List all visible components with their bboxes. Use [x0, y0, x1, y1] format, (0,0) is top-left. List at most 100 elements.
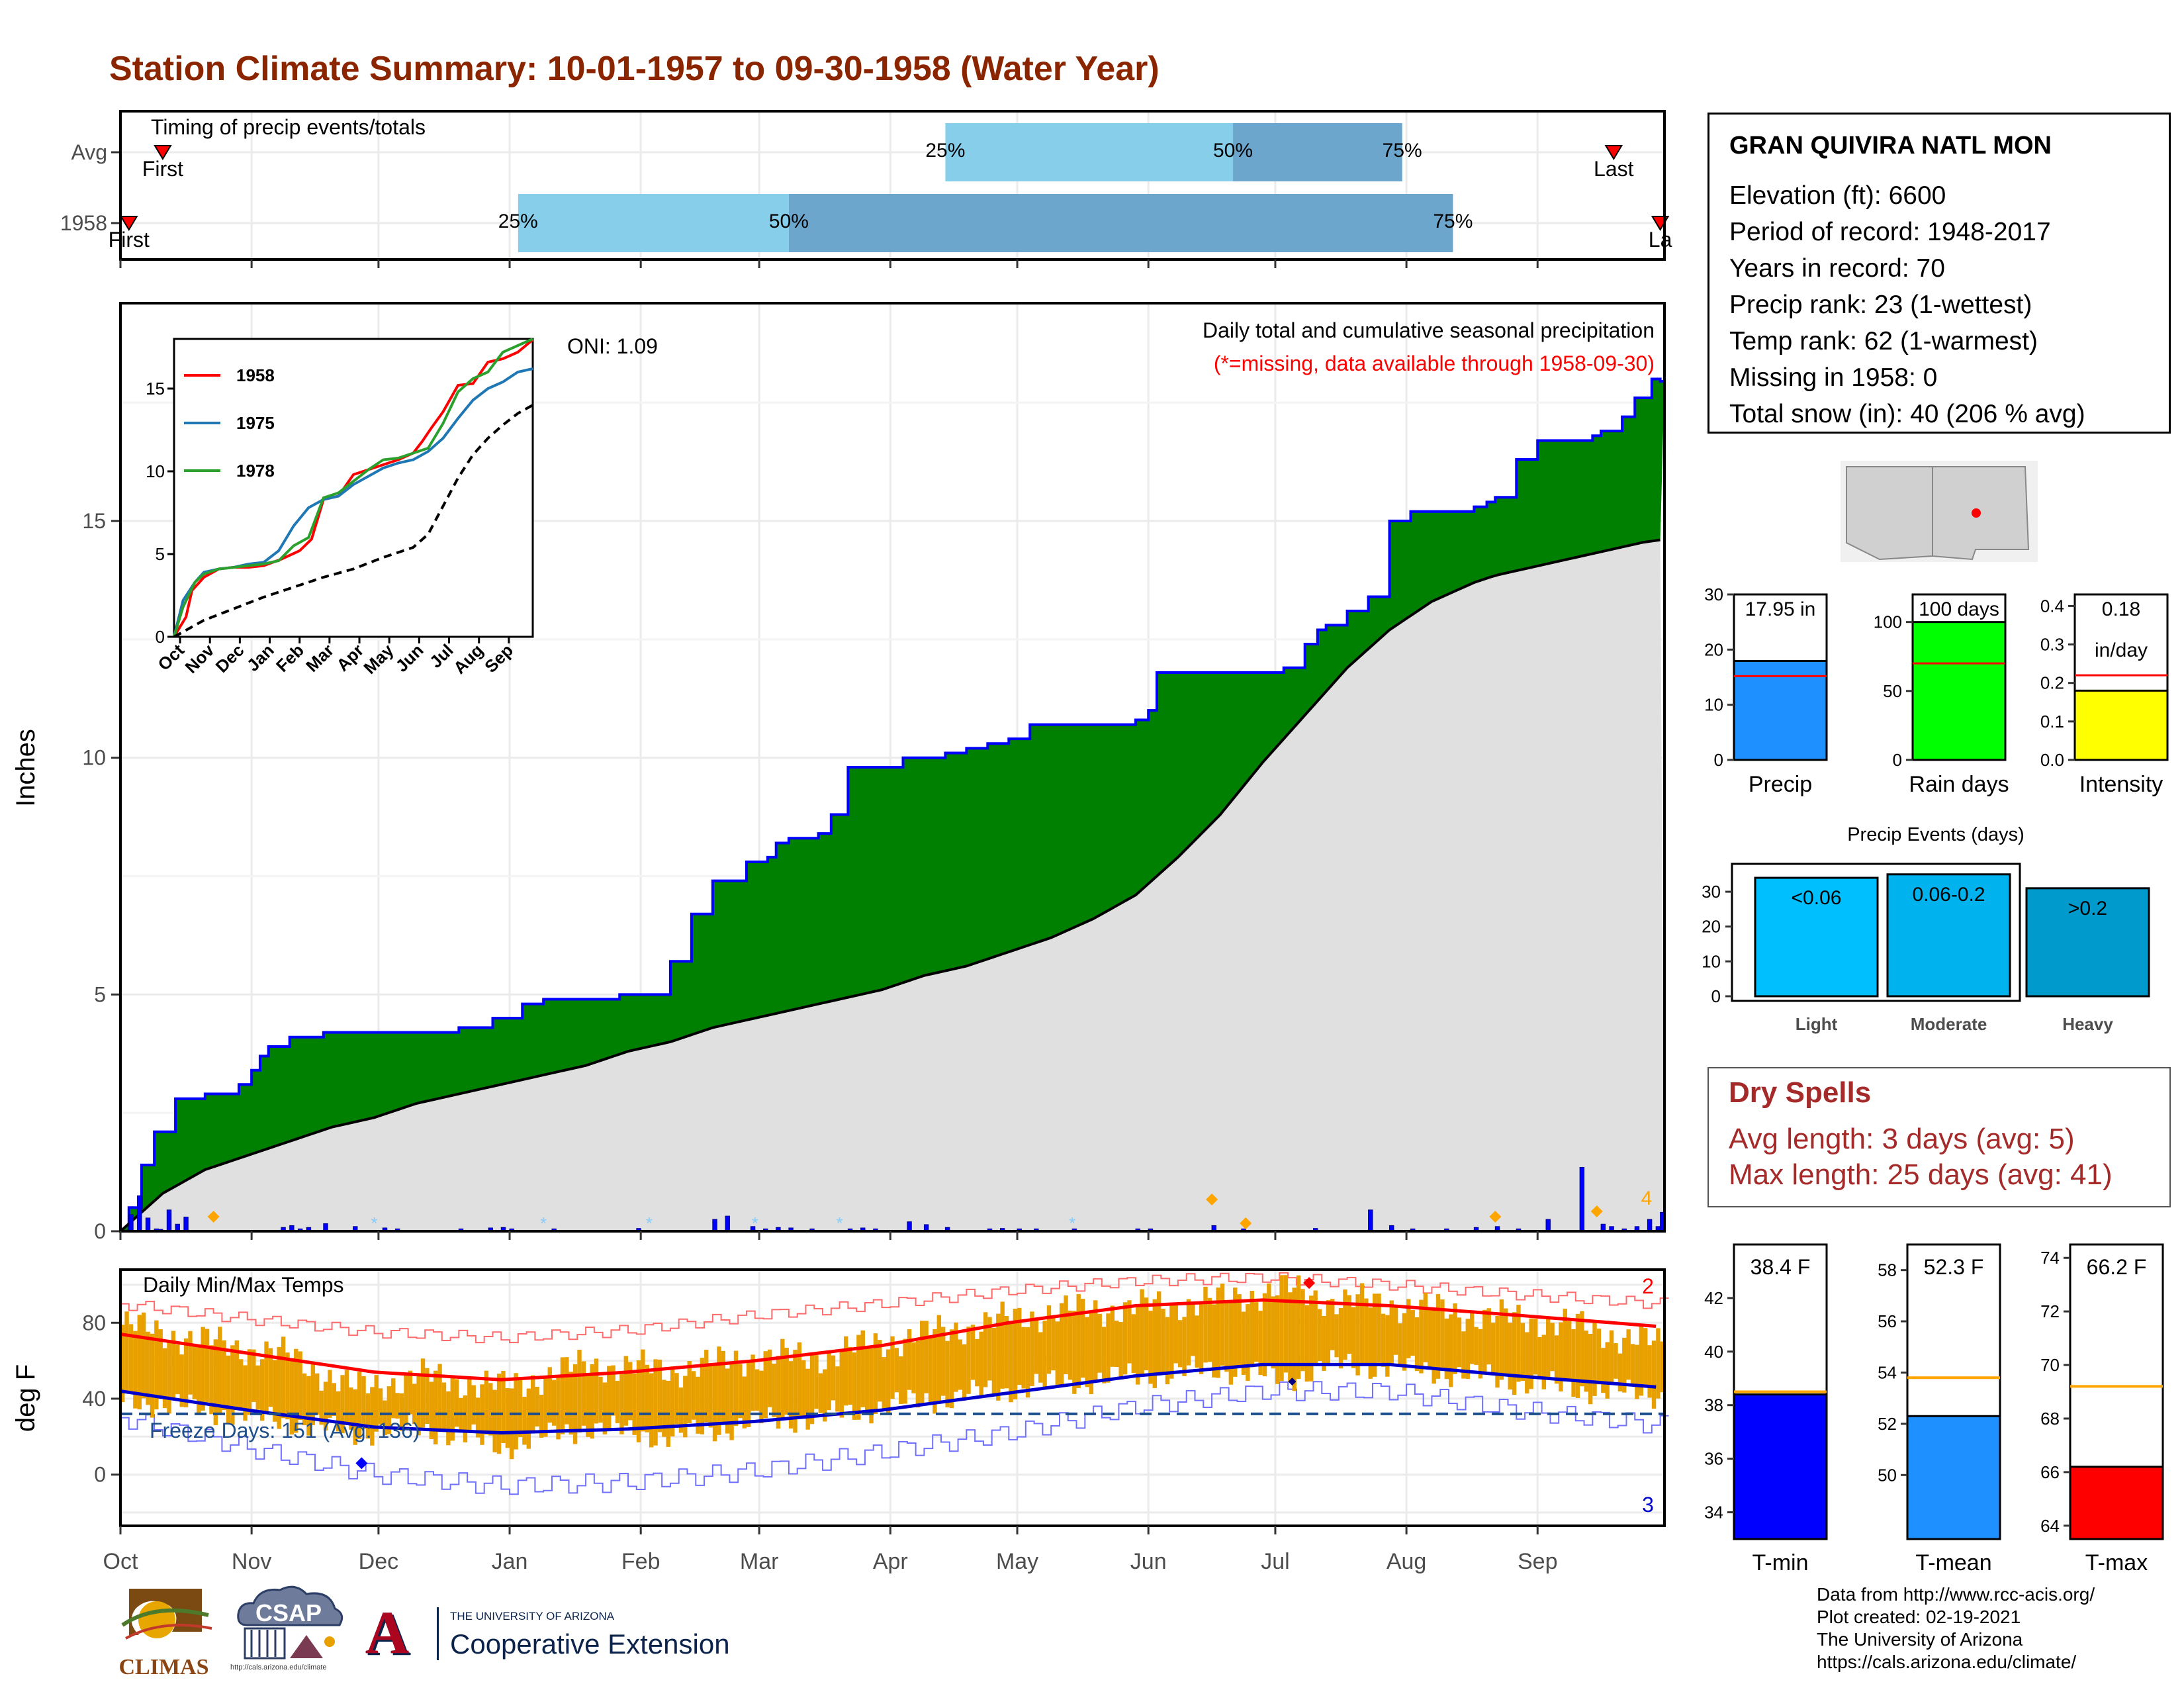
daily-temp-bar — [484, 1370, 489, 1434]
daily-temp-bar — [767, 1349, 772, 1407]
avg-min-line — [120, 1362, 1657, 1435]
precip-event-bar-label: 0.06-0.2 — [1912, 884, 1985, 906]
daily-temp-bar — [856, 1335, 861, 1420]
first-label: First — [109, 228, 150, 252]
daily-temp-bar — [1250, 1290, 1254, 1368]
precip-y-tick-label: 5 — [94, 982, 106, 1006]
daily-temp-bar — [1072, 1311, 1077, 1394]
station-line: Years in record: 70 — [1729, 254, 1945, 283]
daily-temp-bar — [848, 1346, 852, 1405]
daily-temp-bar — [408, 1370, 413, 1415]
daily-temp-bar — [1068, 1310, 1073, 1380]
daily-temp-bar — [374, 1375, 379, 1432]
timing-bar-q2 — [1233, 123, 1402, 181]
daily-temp-bar — [1203, 1286, 1208, 1363]
daily-temp-bar — [383, 1400, 387, 1436]
daily-temp-bar — [1559, 1322, 1563, 1391]
daily-temp-bar — [970, 1325, 976, 1380]
ua-block-a-icon: A — [365, 1599, 410, 1666]
daily-temp-bar — [1584, 1331, 1588, 1392]
daily-temp-bar — [746, 1362, 751, 1427]
daily-temp-bar — [1195, 1315, 1199, 1368]
temp-y-tick-label: 40 — [82, 1387, 106, 1411]
daily-temp-bar — [146, 1331, 150, 1405]
last-marker-icon — [1604, 145, 1623, 160]
daily-temp-bar — [251, 1349, 256, 1402]
daily-temp-bar — [1118, 1322, 1123, 1380]
daily-temp-bar — [949, 1329, 954, 1409]
snow-asterisk-icon: * — [371, 1213, 377, 1233]
summary-y-tick-label: 0.2 — [2040, 673, 2064, 693]
daily-temp-bar — [1495, 1315, 1500, 1388]
summary-y-tick-label: 0.3 — [2040, 635, 2064, 655]
daily-temp-bar — [1101, 1327, 1107, 1383]
daily-temp-bar — [569, 1372, 573, 1435]
daily-temp-bar — [1525, 1332, 1529, 1394]
daily-temp-bar — [696, 1376, 700, 1434]
daily-temp-bar — [1469, 1311, 1475, 1364]
daily-temp-bar — [150, 1333, 155, 1418]
daily-temp-bar — [784, 1348, 789, 1415]
daily-temp-bar — [488, 1383, 493, 1436]
daily-temp-bar — [1622, 1337, 1627, 1393]
daily-temp-bar — [294, 1348, 298, 1433]
daily-temp-bar — [649, 1373, 654, 1448]
daily-temp-bar — [1017, 1307, 1022, 1385]
missing-note: (*=missing, data available through 1958-… — [1214, 352, 1655, 375]
snow-asterisk-icon: * — [1069, 1213, 1075, 1233]
daily-temp-bar — [1330, 1299, 1335, 1350]
summary-value-label: 0.18 — [2102, 598, 2140, 620]
daily-temp-bar — [729, 1362, 734, 1440]
daily-temp-bar — [463, 1395, 468, 1442]
daily-temp-bar — [441, 1382, 447, 1432]
temp-y-tick-label: 80 — [82, 1311, 106, 1335]
daily-temp-bar — [814, 1355, 819, 1409]
climas-logo: CLIMAS — [109, 1579, 218, 1679]
daily-temp-bar — [255, 1365, 260, 1410]
temp-summary-y-tick-label: 74 — [2040, 1248, 2060, 1268]
daily-temp-bar — [662, 1380, 666, 1437]
csap-emblem-icon — [237, 1585, 343, 1660]
daily-temp-bar — [353, 1389, 357, 1445]
daily-temp-bar — [222, 1340, 226, 1411]
credits: Data from http://www.rcc-acis.org/ Plot … — [1817, 1583, 2095, 1673]
daily-temp-bar — [124, 1311, 129, 1391]
daily-temp-bar — [843, 1336, 848, 1406]
station-line: Period of record: 1948-2017 — [1729, 218, 2051, 246]
daily-temp-bar — [670, 1366, 675, 1437]
daily-temp-bar — [1504, 1308, 1508, 1376]
daily-temp-bar — [1359, 1283, 1365, 1364]
last-label: Last — [1594, 157, 1634, 181]
daily-temp-bar — [966, 1327, 971, 1394]
daily-temp-bar — [886, 1349, 891, 1414]
daily-temp-bar — [1253, 1302, 1259, 1362]
daily-temp-bar — [1246, 1304, 1250, 1382]
daily-temp-bar — [1262, 1293, 1267, 1377]
daily-temp-bar — [835, 1366, 840, 1412]
daily-temp-bar — [954, 1322, 958, 1392]
daily-temp-bar — [1508, 1323, 1512, 1390]
daily-temp-bar — [518, 1380, 523, 1437]
daily-temp-bar — [899, 1356, 903, 1404]
daily-temp-bar — [349, 1387, 353, 1430]
record-low-diamond-icon — [355, 1457, 368, 1470]
daily-temp-bar — [801, 1360, 806, 1418]
daily-temp-bar — [823, 1369, 827, 1422]
daily-temp-bar — [1414, 1317, 1420, 1372]
daily-temp-bar — [933, 1329, 937, 1414]
daily-temp-bar — [754, 1369, 760, 1411]
temp-summary-y-tick-label: 58 — [1878, 1260, 1897, 1280]
climas-emblem-icon — [121, 1589, 212, 1640]
daily-temp-bar — [1233, 1288, 1238, 1377]
daily-precip-bar — [725, 1215, 730, 1232]
daily-temp-bar — [1106, 1313, 1111, 1383]
daily-temp-bar — [1034, 1317, 1039, 1374]
station-line: Total snow (in): 40 (206 % avg) — [1729, 400, 2085, 428]
temp-summary-y-tick-label: 42 — [1704, 1288, 1723, 1308]
daily-temp-bar — [1191, 1303, 1195, 1356]
summary-y-tick-label: 0.1 — [2040, 712, 2064, 731]
daily-temp-bar — [590, 1364, 594, 1439]
month-tick-label: Aug — [1387, 1549, 1427, 1574]
daily-temp-bar — [454, 1379, 459, 1427]
daily-temp-bar — [936, 1315, 942, 1403]
